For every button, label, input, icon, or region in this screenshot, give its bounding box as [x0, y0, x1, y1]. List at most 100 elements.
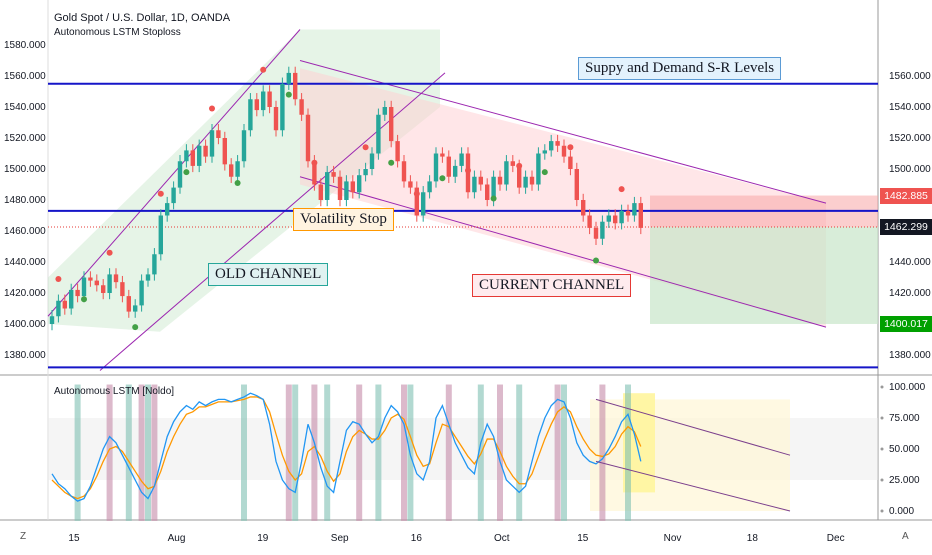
- zoom-corner[interactable]: Z: [20, 531, 27, 542]
- candle-body: [613, 215, 618, 224]
- x-tick-label: Sep: [331, 533, 349, 544]
- signal-bar: [599, 384, 606, 521]
- candle-body: [241, 130, 247, 162]
- candle-body: [427, 181, 432, 193]
- old-channel-upper-line: [47, 29, 301, 317]
- signal-bar: [375, 384, 382, 521]
- candle-body: [337, 176, 343, 200]
- supply-demand-label: Suppy and Demand S-R Levels: [578, 57, 782, 80]
- candle-body: [395, 141, 400, 162]
- stop-dot: [285, 91, 292, 98]
- candle-body: [606, 215, 611, 222]
- candle-body: [549, 141, 554, 151]
- sub-tick-mark: [880, 509, 884, 513]
- candle-body: [568, 156, 573, 169]
- candle-body: [408, 181, 413, 188]
- candle-body: [555, 141, 560, 146]
- left-price-tick: 1500.000: [4, 164, 46, 175]
- signal-bar: [516, 384, 523, 521]
- candle-body: [446, 156, 451, 177]
- left-price-tick: 1460.000: [4, 226, 46, 237]
- signal-bar: [356, 384, 363, 521]
- candle-body: [363, 169, 368, 176]
- sub-tick-mark: [880, 385, 884, 389]
- signal-bar: [74, 384, 81, 521]
- candle-body: [414, 187, 419, 216]
- stop-dot: [183, 169, 190, 176]
- candle-body: [433, 153, 439, 182]
- candle-body: [478, 176, 483, 185]
- candle-body: [49, 316, 55, 324]
- signal-bar: [445, 384, 452, 521]
- signal-bar: [138, 384, 145, 521]
- stop-dot: [55, 276, 62, 283]
- candle-body: [318, 184, 323, 200]
- candle-body: [504, 161, 509, 185]
- left-price-tick: 1580.000: [4, 40, 46, 51]
- stop-dot: [439, 175, 446, 182]
- candle-body: [101, 285, 106, 293]
- signal-bar: [625, 384, 631, 521]
- signal-bar: [324, 384, 331, 521]
- candle-body: [120, 282, 125, 297]
- stop-dot: [567, 144, 574, 151]
- stop-dot: [413, 190, 420, 197]
- candle-body: [126, 296, 131, 312]
- candle-body: [369, 153, 375, 169]
- candle-body: [216, 130, 221, 138]
- left-price-tick: 1380.000: [4, 350, 46, 361]
- candle-body: [261, 91, 266, 111]
- candle-body: [113, 274, 119, 283]
- stop-dot: [81, 296, 87, 303]
- stop-dot: [234, 179, 241, 186]
- stop-dot: [209, 105, 215, 112]
- signal-bar: [401, 384, 407, 521]
- current-channel-lower-line: [299, 176, 827, 328]
- sub-tick-label: 25.000: [889, 475, 920, 486]
- sub-tick-mark: [880, 478, 884, 482]
- left-price-tick: 1540.000: [4, 102, 46, 113]
- signal-bar: [285, 384, 292, 521]
- candle-body: [600, 221, 605, 239]
- sub-tick-mark: [880, 416, 884, 420]
- sub-channel-upper: [595, 398, 791, 456]
- candle-body: [625, 210, 631, 216]
- right-price-tick: 1420.000: [889, 288, 931, 299]
- sub-forecast-zone: [590, 399, 790, 511]
- sub-tick-label: 0.000: [889, 506, 914, 517]
- price-badge: 1462.299: [880, 219, 932, 236]
- candle-body: [69, 289, 74, 309]
- stop-dot: [593, 257, 599, 264]
- signal-bar: [125, 384, 132, 521]
- candle-body: [510, 161, 515, 166]
- candle-body: [139, 280, 144, 306]
- slow-series-line: [51, 396, 642, 500]
- stop-dot: [106, 249, 113, 256]
- candle-body: [152, 254, 157, 275]
- old-channel-label: OLD CHANNEL: [208, 263, 329, 286]
- candle-body: [248, 99, 253, 131]
- x-tick-label: Dec: [827, 533, 845, 544]
- candle-body: [459, 153, 464, 166]
- stop-dot: [618, 186, 625, 193]
- candle-body: [421, 192, 426, 216]
- candle-body: [581, 200, 586, 216]
- right-price-tick: 1380.000: [889, 350, 931, 361]
- candle-body: [632, 203, 637, 216]
- candle-body: [107, 274, 112, 293]
- right-price-tick: 1540.000: [889, 102, 931, 113]
- candle-body: [203, 145, 208, 157]
- candle-body: [561, 145, 567, 157]
- signal-bar: [561, 384, 567, 521]
- candle-body: [222, 138, 227, 165]
- candle-body: [593, 227, 599, 239]
- sub-tick-label: 100.000: [889, 382, 926, 393]
- auto-scale-corner[interactable]: A: [902, 531, 909, 542]
- candle-body: [574, 169, 579, 200]
- candle-body: [133, 305, 138, 312]
- candle-body: [389, 107, 394, 142]
- candle-body: [485, 184, 490, 200]
- stop-dot: [132, 324, 139, 331]
